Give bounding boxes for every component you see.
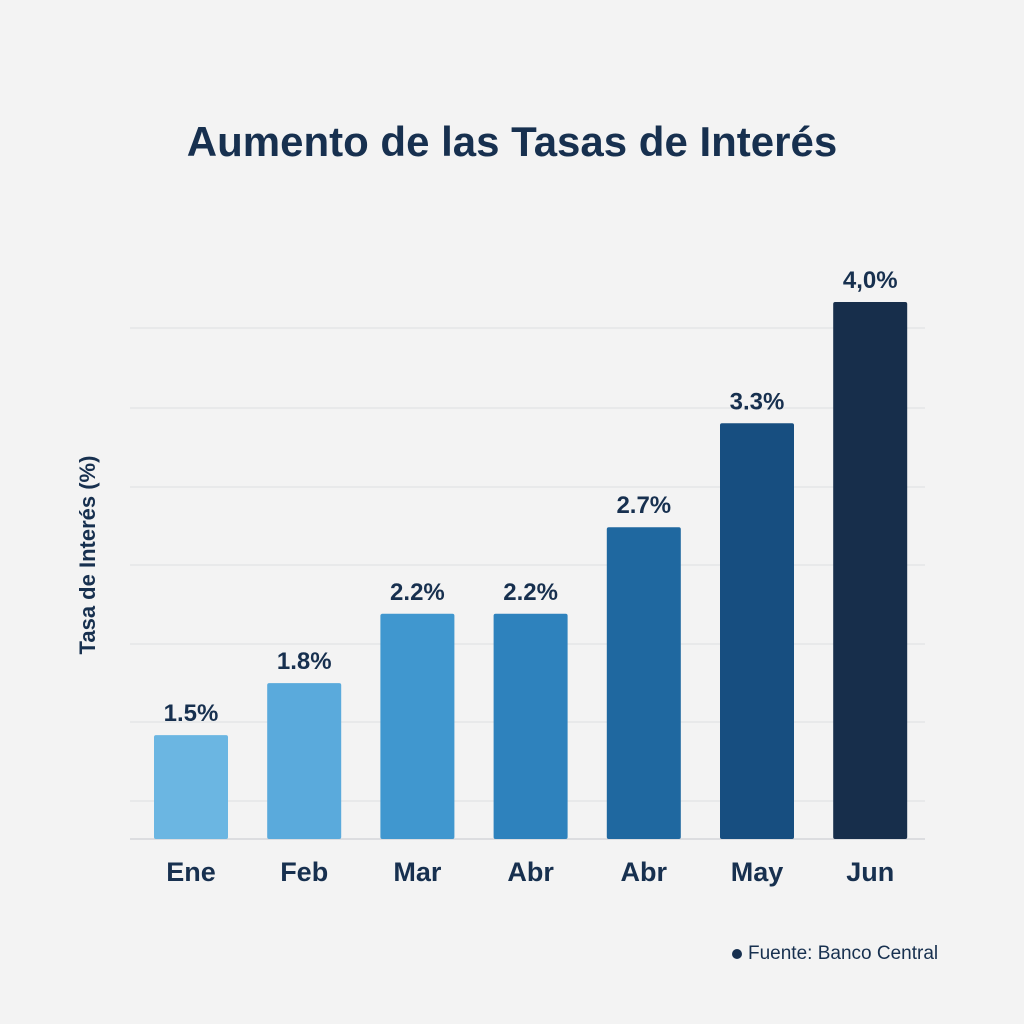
x-tick-label: Mar	[393, 857, 442, 887]
data-label: 2.2%	[503, 579, 558, 606]
data-label: 3.3%	[730, 388, 785, 415]
bar	[720, 423, 794, 839]
bar	[267, 683, 342, 839]
data-label: 1.8%	[277, 648, 332, 675]
data-label: 2.2%	[390, 579, 445, 606]
x-tick-label: Feb	[280, 857, 328, 887]
bar	[493, 613, 568, 839]
x-tick-label: Jun	[846, 857, 894, 887]
bar	[154, 735, 228, 839]
bullet-icon	[732, 949, 742, 959]
bar	[833, 302, 908, 839]
data-label: 2.7%	[616, 492, 671, 519]
bar	[606, 527, 681, 839]
x-tick-label: Abr	[507, 857, 554, 887]
source-text: Fuente: Banco Central	[748, 943, 939, 964]
data-label: 1.5%	[164, 700, 219, 727]
x-tick-label: Abr	[621, 857, 668, 887]
x-tick-label: Ene	[166, 857, 216, 887]
chart-title: Aumento de las Tasas de Interés	[186, 118, 838, 165]
bar	[380, 613, 455, 839]
source-note: Fuente: Banco Central	[732, 943, 938, 965]
data-label: 4,0%	[843, 267, 898, 294]
x-tick-label: May	[731, 857, 784, 887]
